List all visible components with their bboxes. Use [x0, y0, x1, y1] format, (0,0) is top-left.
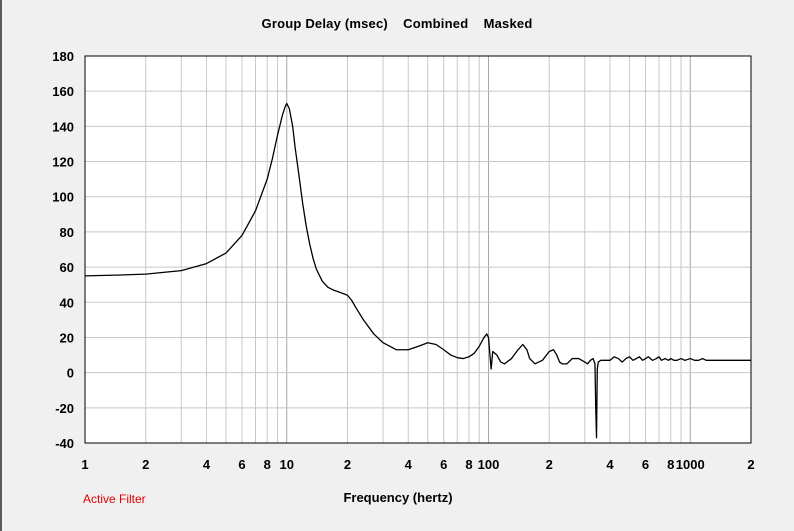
y-tick-label: 40 — [60, 295, 74, 310]
y-tick-label: 0 — [67, 366, 74, 381]
x-tick-label: 8 — [667, 457, 674, 472]
x-tick-label: 2 — [344, 457, 351, 472]
y-tick-labels: 180 160 140 120 100 80 60 40 20 0 -20 -40 — [52, 49, 74, 451]
chart-title: Group Delay (msec) Combined Masked — [261, 16, 533, 31]
window-left-border — [0, 0, 2, 531]
x-tick-label: 6 — [238, 457, 245, 472]
series-line-0 — [84, 102, 751, 439]
y-tick-label: 60 — [60, 260, 74, 275]
y-tick-label: 140 — [52, 119, 74, 134]
x-tick-label: 1 — [81, 457, 88, 472]
x-tick-label: 1000 — [676, 457, 705, 472]
status-text: Active Filter — [83, 492, 146, 506]
y-tick-label: 20 — [60, 330, 74, 345]
x-tick-label: 2 — [142, 457, 149, 472]
x-tick-labels: 1 2 4 6 8 10 2 4 6 8 100 2 4 6 8 1000 2 — [81, 457, 754, 472]
y-tick-label: 80 — [60, 225, 74, 240]
x-tick-label: 6 — [440, 457, 447, 472]
x-tick-label: 6 — [642, 457, 649, 472]
x-tick-label: 4 — [203, 457, 211, 472]
x-tick-label: 2 — [546, 457, 553, 472]
y-tick-label: -20 — [55, 401, 74, 416]
series-layer — [84, 102, 751, 439]
y-tick-label: 100 — [52, 190, 74, 205]
x-tick-label: 2 — [747, 457, 754, 472]
y-tick-label: 180 — [52, 49, 74, 64]
x-tick-label: 4 — [405, 457, 413, 472]
y-tick-label: -40 — [55, 436, 74, 451]
plot-border — [84, 55, 752, 444]
y-tick-label: 160 — [52, 84, 74, 99]
x-tick-label: 8 — [465, 457, 472, 472]
y-tick-label: 120 — [52, 155, 74, 170]
x-tick-label: 10 — [280, 457, 294, 472]
x-tick-label: 100 — [478, 457, 500, 472]
x-tick-label: 8 — [264, 457, 271, 472]
plot-area — [85, 56, 751, 443]
x-axis-label: Frequency (hertz) — [343, 490, 453, 505]
x-tick-label: 4 — [606, 457, 614, 472]
